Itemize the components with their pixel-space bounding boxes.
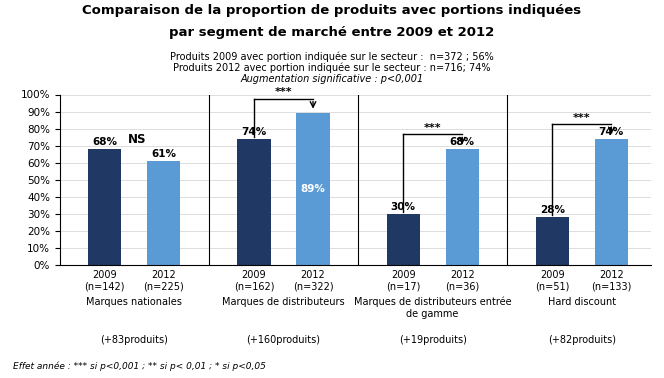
Text: (n=51): (n=51) — [535, 282, 570, 291]
Text: 74%: 74% — [241, 127, 267, 137]
Text: 2009: 2009 — [391, 270, 416, 280]
Text: Produits 2012 avec portion indiquée sur le secteur : n=716; 74%: Produits 2012 avec portion indiquée sur … — [173, 62, 491, 73]
Text: (+160produits): (+160produits) — [246, 335, 321, 344]
Text: 68%: 68% — [92, 137, 118, 147]
Text: (n=133): (n=133) — [591, 282, 631, 291]
Text: 2012: 2012 — [599, 270, 623, 280]
Text: (+19produits): (+19produits) — [399, 335, 467, 344]
Text: 2009: 2009 — [92, 270, 117, 280]
Bar — [147, 161, 181, 265]
Bar — [296, 113, 329, 265]
Bar — [595, 139, 628, 265]
Text: 2009: 2009 — [540, 270, 564, 280]
Text: 28%: 28% — [540, 205, 565, 215]
Text: 2012: 2012 — [450, 270, 475, 280]
Text: ***: *** — [424, 123, 442, 133]
Text: par segment de marché entre 2009 et 2012: par segment de marché entre 2009 et 2012 — [169, 26, 495, 39]
Text: 2009: 2009 — [242, 270, 266, 280]
Text: Marques de distributeurs: Marques de distributeurs — [222, 297, 345, 307]
Text: Augmentation significative : p<0,001: Augmentation significative : p<0,001 — [240, 74, 424, 84]
Bar — [88, 149, 122, 265]
Text: 74%: 74% — [599, 127, 624, 137]
Text: (+82produits): (+82produits) — [548, 335, 616, 344]
Text: Marques nationales: Marques nationales — [86, 297, 183, 307]
Text: (n=322): (n=322) — [293, 282, 333, 291]
Bar — [536, 217, 569, 265]
Text: ***: *** — [275, 87, 292, 98]
Text: Effet année : *** si p<0,001 ; ** si p< 0,01 ; * si p<0,05: Effet année : *** si p<0,001 ; ** si p< … — [13, 362, 266, 371]
Text: 2012: 2012 — [301, 270, 325, 280]
Text: NS: NS — [128, 133, 147, 146]
Text: Produits 2009 avec portion indiquée sur le secteur :  n=372 ; 56%: Produits 2009 avec portion indiquée sur … — [170, 51, 494, 62]
Bar — [386, 214, 420, 265]
Text: (n=142): (n=142) — [84, 282, 125, 291]
Text: 2012: 2012 — [151, 270, 176, 280]
Text: (+83produits): (+83produits) — [100, 335, 168, 344]
Text: 68%: 68% — [450, 137, 475, 147]
Text: (n=36): (n=36) — [445, 282, 479, 291]
Bar — [446, 149, 479, 265]
Text: Hard discount: Hard discount — [548, 297, 616, 307]
Text: (n=17): (n=17) — [386, 282, 420, 291]
Bar — [238, 139, 270, 265]
Text: 61%: 61% — [151, 149, 177, 159]
Text: Marques de distributeurs entrée
de gamme: Marques de distributeurs entrée de gamme — [354, 297, 511, 319]
Text: 89%: 89% — [301, 184, 325, 194]
Text: (n=225): (n=225) — [143, 282, 184, 291]
Text: Comparaison de la proportion de produits avec portions indiquées: Comparaison de la proportion de produits… — [82, 4, 582, 17]
Text: ***: *** — [573, 113, 591, 123]
Text: (n=162): (n=162) — [234, 282, 274, 291]
Text: 30%: 30% — [390, 201, 416, 212]
